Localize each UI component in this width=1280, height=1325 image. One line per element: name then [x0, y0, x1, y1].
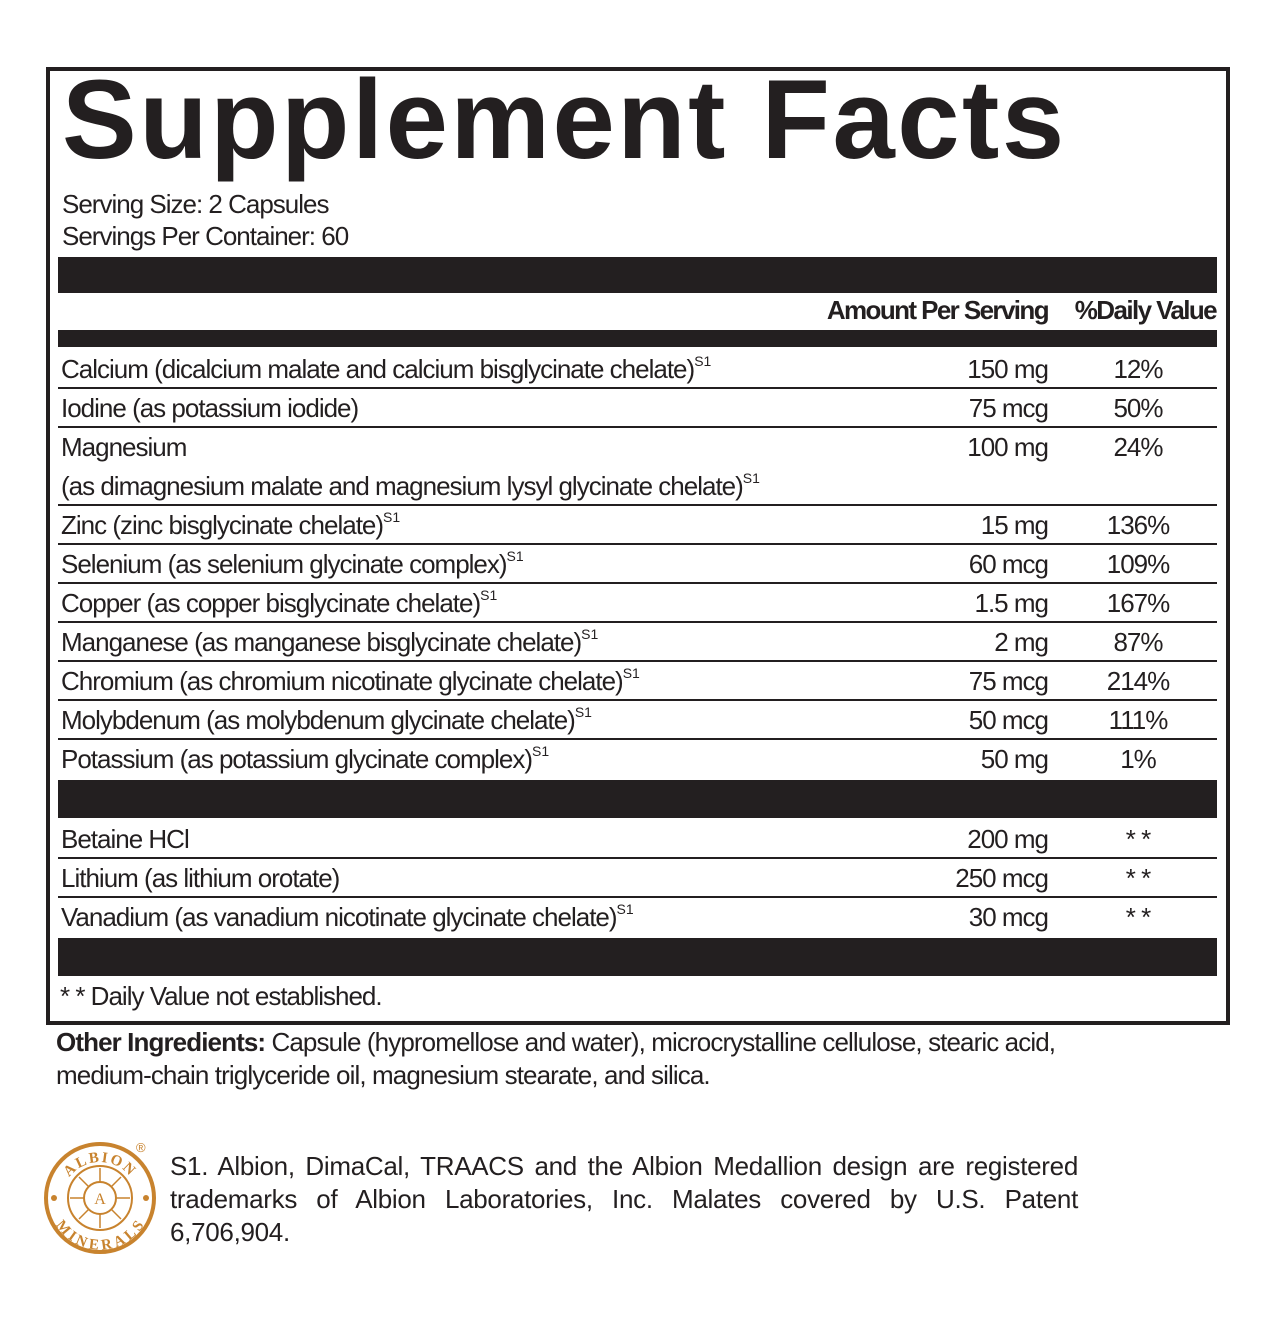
table-row: Copper (as copper bisglycinate chelate)S… [58, 584, 1217, 623]
table-row: Selenium (as selenium glycinate complex)… [58, 545, 1217, 584]
nutrient-name: Iodine (as potassium iodide) [61, 393, 359, 423]
nutrient-name: Molybdenum (as molybdenum glycinate chel… [61, 704, 592, 735]
nutrient-name-text: Betaine HCl [61, 824, 190, 854]
table-row: (as dimagnesium malate and magnesium lys… [58, 428, 1217, 506]
nutrient-name: Potassium (as potassium glycinate comple… [61, 743, 550, 774]
nutrient-name: Chromium (as chromium nicotinate glycina… [61, 665, 640, 696]
amount: 60 mcg [968, 549, 1049, 579]
nutrient-name-text: Magnesium [61, 432, 187, 462]
nutrient-name-text: Potassium (as potassium glycinate comple… [61, 744, 533, 774]
superscript-note: S1 [383, 509, 401, 525]
nutrient-name-text: Chromium (as chromium nicotinate glycina… [61, 666, 624, 696]
superscript-note: S1 [480, 587, 498, 603]
amount: 150 mg [967, 354, 1049, 384]
amount-header: Amount Per Serving [826, 295, 1050, 325]
nutrient-name-text: Vanadium (as vanadium nicotinate glycina… [61, 902, 618, 932]
nutrient-name-text: Zinc (zinc bisglycinate chelate) [61, 510, 384, 540]
daily-value: 50% [1113, 393, 1163, 423]
footnote: * * Daily Value not established. [60, 981, 383, 1011]
amount: 15 mg [980, 510, 1049, 540]
table-row: Calcium (dicalcium malate and calcium bi… [58, 350, 1217, 389]
amount: 2 mg [994, 627, 1049, 657]
nutrient-name: Vanadium (as vanadium nicotinate glycina… [61, 901, 634, 932]
nutrient-source: (as dimagnesium malate and magnesium lys… [61, 470, 760, 501]
amount: 50 mg [980, 744, 1049, 774]
nutrient-name-text: Lithium (as lithium orotate) [61, 863, 340, 893]
table-row: Molybdenum (as molybdenum glycinate chel… [58, 701, 1217, 740]
superscript-note: S1 [581, 626, 599, 642]
nutrient-name: Calcium (dicalcium malate and calcium bi… [61, 353, 712, 384]
daily-value: * * [1125, 902, 1151, 932]
other-ingredients: Other Ingredients: Capsule (hypromellose… [56, 1026, 1156, 1092]
nutrient-name-text: Calcium (dicalcium malate and calcium bi… [61, 354, 695, 384]
nutrient-name-text: Molybdenum (as molybdenum glycinate chel… [61, 705, 576, 735]
nutrient-source-text: (as dimagnesium malate and magnesium lys… [61, 471, 744, 501]
superscript-note: S1 [616, 901, 634, 917]
nutrient-name: Manganese (as manganese bisglycinate che… [61, 626, 599, 657]
amount: 1.5 mg [974, 588, 1049, 618]
amount: 50 mcg [968, 705, 1049, 735]
table-row: Lithium (as lithium orotate) 250 mcg * * [58, 859, 1217, 898]
svg-text:A: A [94, 1191, 106, 1208]
amount: 75 mcg [968, 666, 1049, 696]
divider-bar [58, 780, 1217, 818]
daily-value: 136% [1106, 510, 1171, 540]
serving-size: Serving Size: 2 Capsules [62, 189, 329, 219]
servings-per-container: Servings Per Container: 60 [62, 221, 349, 251]
nutrient-name-text: Copper (as copper bisglycinate chelate) [61, 588, 481, 618]
superscript-note: S1 [622, 665, 640, 681]
daily-value: 214% [1106, 666, 1171, 696]
nutrient-name: Copper (as copper bisglycinate chelate)S… [61, 587, 498, 618]
nutrient-name: Betaine HCl [61, 824, 190, 854]
trademark-note: S1. Albion, DimaCal, TRAACS and the Albi… [170, 1151, 1078, 1247]
daily-value: * * [1125, 863, 1151, 893]
other-ingredients-label: Other Ingredients: [56, 1027, 266, 1057]
daily-value: 167% [1106, 588, 1171, 618]
daily-value-header: %Daily Value [1074, 295, 1218, 325]
amount: 250 mcg [955, 863, 1049, 893]
nutrient-name: Lithium (as lithium orotate) [61, 863, 340, 893]
albion-minerals-logo: A ALBION MINERALS [44, 1142, 156, 1254]
divider-bar [58, 257, 1217, 293]
amount: 100 mg [967, 432, 1049, 462]
divider-bar [58, 330, 1217, 347]
table-row: Zinc (zinc bisglycinate chelate)S1 15 mg 1… [58, 506, 1217, 545]
nutrient-name-text: Iodine (as potassium iodide) [61, 393, 359, 423]
daily-value: * * [1125, 824, 1151, 854]
table-row: Chromium (as chromium nicotinate glycina… [58, 662, 1217, 701]
nutrient-name: Selenium (as selenium glycinate complex)… [61, 548, 524, 579]
daily-value: 1% [1120, 744, 1157, 774]
nutrient-name-text: Manganese (as manganese bisglycinate che… [61, 627, 582, 657]
supplement-facts-panel [46, 67, 1230, 1025]
nutrient-name: Magnesium [61, 432, 187, 462]
table-row: Potassium (as potassium glycinate comple… [58, 740, 1217, 777]
divider-bar [58, 938, 1217, 976]
registered-mark: ® [136, 1140, 146, 1155]
superscript-note: S1 [531, 743, 550, 759]
table-row: Betaine HCl 200 mg * * [58, 820, 1217, 859]
amount: 75 mcg [968, 393, 1049, 423]
amount: 200 mg [967, 824, 1049, 854]
table-row: Manganese (as manganese bisglycinate che… [58, 623, 1217, 662]
table-row: Vanadium (as vanadium nicotinate glycina… [58, 898, 1217, 935]
superscript-note: S1 [694, 353, 712, 369]
superscript-note: S1 [574, 704, 592, 720]
daily-value: 12% [1113, 354, 1163, 384]
daily-value: 24% [1113, 432, 1163, 462]
nutrient-name-text: Selenium (as selenium glycinate complex) [61, 549, 508, 579]
nutrient-name: Zinc (zinc bisglycinate chelate)S1 [61, 509, 401, 540]
daily-value: 109% [1106, 549, 1171, 579]
other-ingredients-text: Capsule (hypromellose and water), microc… [56, 1027, 1056, 1090]
panel-title: Supplement Facts [62, 57, 1067, 182]
amount: 30 mcg [968, 902, 1049, 932]
daily-value: 87% [1113, 627, 1163, 657]
table-row: Iodine (as potassium iodide) 75 mcg 50% [58, 389, 1217, 428]
superscript-note: S1 [506, 548, 524, 564]
superscript-note: S1 [742, 470, 760, 486]
daily-value: 111% [1108, 705, 1169, 735]
